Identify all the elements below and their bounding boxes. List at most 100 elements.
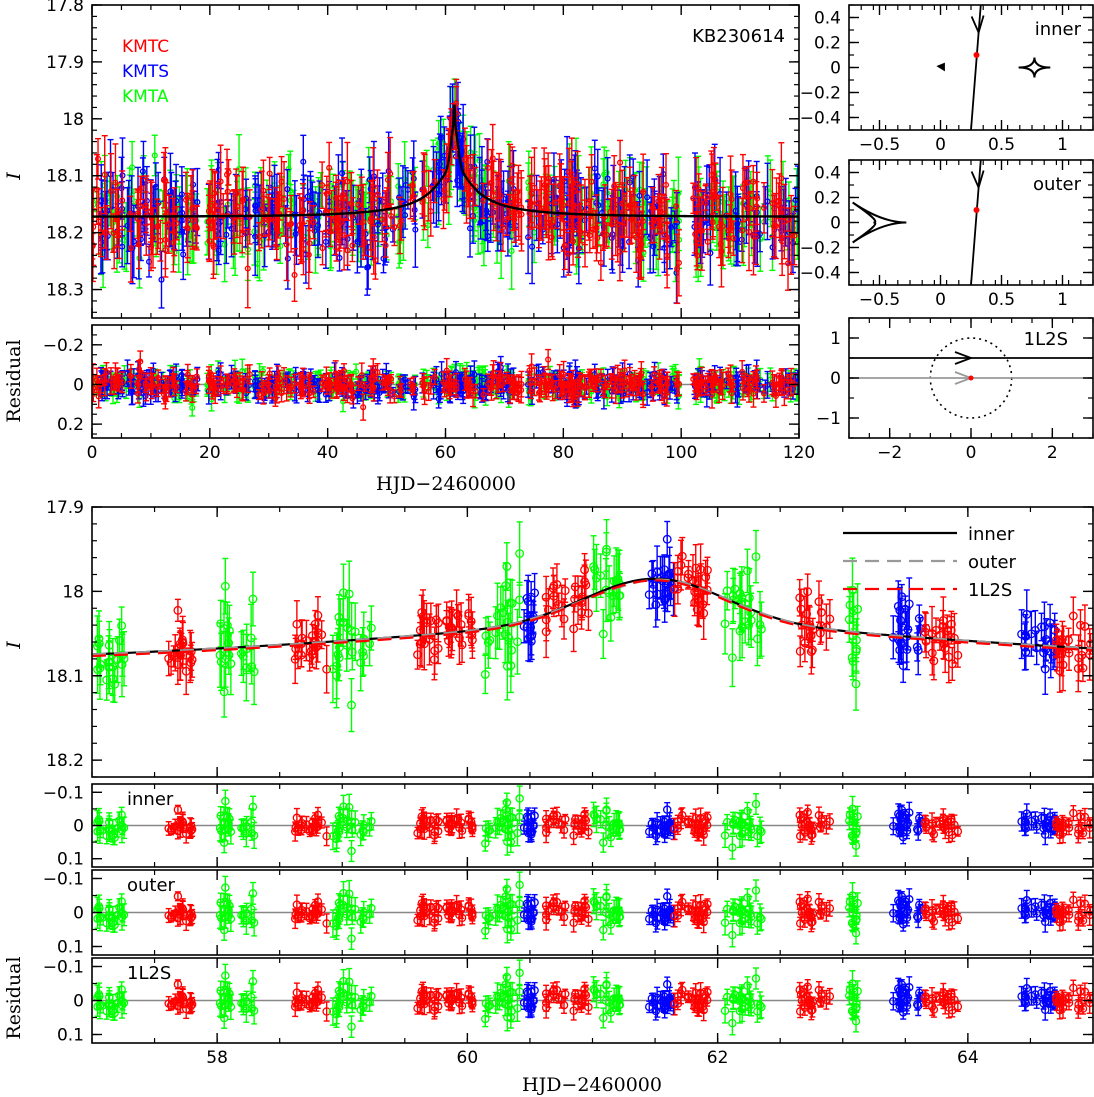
data-point-kmtc bbox=[206, 219, 213, 263]
data-point-kmta bbox=[224, 635, 234, 676]
data-point-kmtc bbox=[493, 171, 500, 242]
residual-point-kmts bbox=[1032, 819, 1041, 834]
data-point-kmtc bbox=[319, 161, 326, 209]
residual-point-kmtc bbox=[442, 815, 451, 826]
data-point-kmta bbox=[742, 548, 752, 594]
residual-point-kmtc bbox=[651, 366, 658, 384]
x-tick-label: 80 bbox=[553, 443, 575, 463]
residual-point-kmta bbox=[216, 805, 225, 826]
data-point-kmta bbox=[95, 636, 105, 700]
residual-point-kmtc bbox=[1074, 823, 1083, 844]
data-point-kmts bbox=[252, 178, 259, 244]
data-point-kmta bbox=[737, 566, 747, 629]
data-layer bbox=[92, 5, 1093, 1038]
residual-point-kmtc bbox=[171, 373, 178, 397]
residual-point-kmtc bbox=[488, 376, 495, 401]
residual-point-kmtc bbox=[266, 367, 273, 380]
panel-label: inner bbox=[127, 789, 174, 810]
residual-point-kmtc bbox=[760, 383, 768, 403]
data-point-kmtc bbox=[360, 183, 367, 260]
data-point-kmtc bbox=[586, 217, 593, 254]
residual-point-kmts bbox=[648, 817, 658, 838]
residual-point-kmtc bbox=[382, 376, 389, 387]
residual-point-kmtc bbox=[803, 804, 812, 820]
data-point-kmta bbox=[591, 543, 601, 612]
residual-point-kmtc bbox=[800, 824, 810, 841]
data-point-kmtc bbox=[266, 156, 273, 191]
residual-point-kmtc bbox=[147, 367, 154, 390]
residual-point-kmts bbox=[915, 812, 924, 825]
data-point-kmta bbox=[598, 608, 608, 660]
data-point-kmtc bbox=[181, 647, 191, 696]
residual-point-kmtc bbox=[186, 822, 196, 839]
residual-point-kmta bbox=[757, 820, 766, 844]
residual-point-kmtc bbox=[773, 375, 780, 394]
residual-point-kmtc bbox=[744, 387, 751, 398]
data-point-kmtc bbox=[750, 197, 757, 276]
data-point-kmtc bbox=[569, 605, 579, 653]
x-tick-label: 60 bbox=[457, 1048, 479, 1068]
residual-point-kmta bbox=[491, 816, 500, 839]
legend-entry: KMTA bbox=[122, 87, 169, 107]
residual-point-kmtc bbox=[305, 825, 314, 838]
data-point-kmtc bbox=[825, 598, 835, 639]
data-point-kmtc bbox=[651, 195, 658, 244]
data-point-kmtc bbox=[541, 598, 551, 642]
y-tick-label: 18 bbox=[62, 582, 84, 602]
y-tick-label: 17.8 bbox=[46, 0, 84, 16]
residual-point-kmtc bbox=[111, 380, 118, 396]
data-point-kmtc bbox=[92, 187, 97, 267]
data-point-kmtc bbox=[164, 640, 174, 677]
residual-point-kmtc bbox=[388, 373, 395, 384]
data-point-kmtc bbox=[136, 219, 143, 270]
data-point-kmtc bbox=[565, 231, 572, 276]
y-tick-label: 18.1 bbox=[46, 667, 84, 687]
data-point-kmtc bbox=[344, 141, 351, 222]
residual-point-kmta bbox=[743, 801, 752, 821]
residual-point-kmtc bbox=[163, 378, 170, 403]
residual-point-kmtc bbox=[355, 376, 362, 392]
data-point-kmtc bbox=[244, 228, 251, 309]
residual-point-kmtc bbox=[239, 378, 246, 401]
data-point-kmtc bbox=[710, 146, 717, 202]
residual-point-kmtc bbox=[398, 383, 405, 399]
residual-point-kmtc bbox=[617, 368, 624, 386]
source-trajectory bbox=[970, 5, 982, 130]
y-tick-label: −0.1 bbox=[43, 783, 84, 803]
data-point-kmts bbox=[1037, 612, 1046, 642]
y-tick-label: −0.4 bbox=[800, 264, 841, 284]
residual-point-kmta bbox=[751, 879, 761, 902]
x-tick-label: 0 bbox=[935, 290, 946, 310]
data-point-kmtc bbox=[310, 205, 317, 240]
residual-point-kmta bbox=[248, 881, 258, 905]
residual-point-kmtc bbox=[135, 380, 142, 390]
data-point-kmtc bbox=[217, 144, 224, 219]
data-point-kmtc bbox=[488, 148, 495, 218]
data-point-kmtc bbox=[355, 184, 362, 225]
data-point-kmts bbox=[527, 611, 537, 661]
residual-point-kmtc bbox=[1076, 809, 1085, 824]
data-point-kmtc bbox=[258, 170, 265, 249]
residual-point-kmta bbox=[722, 813, 732, 831]
data-point-kmtc bbox=[603, 222, 610, 248]
residual-point-kmtc bbox=[272, 375, 279, 399]
data-point-kmtc bbox=[443, 143, 450, 214]
residual-point-kmtc bbox=[210, 375, 217, 396]
residual-point-kmtc bbox=[347, 375, 355, 393]
residual-point-kmtc bbox=[409, 384, 416, 396]
data-point-kmtc bbox=[528, 156, 535, 230]
residual-point-kmtc bbox=[730, 378, 737, 393]
zoom-lc-points bbox=[92, 518, 1093, 733]
data-point-kmtc bbox=[413, 639, 423, 670]
x-tick-label: −0.5 bbox=[859, 290, 900, 310]
residual-point-kmta bbox=[613, 810, 623, 836]
x-tick-label: −2 bbox=[877, 443, 902, 463]
residual-point-kmtc bbox=[674, 371, 681, 397]
trajectory-arrow bbox=[970, 15, 985, 36]
x-tick-label: 60 bbox=[435, 443, 457, 463]
y-axis-label: I bbox=[3, 641, 25, 650]
data-point-kmtc bbox=[409, 171, 416, 200]
x-tick-label: 40 bbox=[317, 443, 339, 463]
data-point-kmts bbox=[591, 139, 598, 198]
